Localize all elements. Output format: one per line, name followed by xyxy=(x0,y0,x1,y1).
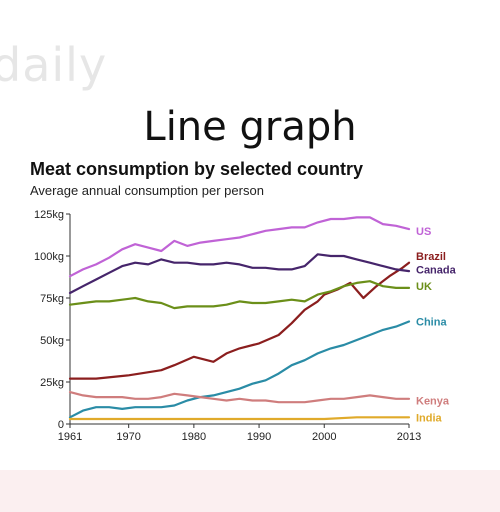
series-line-china xyxy=(68,320,411,419)
footer-band xyxy=(0,470,500,512)
series-label-canada: Canada xyxy=(416,264,457,276)
series-label-india: India xyxy=(416,412,443,424)
series-line-india xyxy=(68,416,411,421)
series-line-brazil xyxy=(68,261,411,380)
series-label-china: China xyxy=(416,317,447,329)
series-line-us xyxy=(68,216,411,278)
series-label-uk: UK xyxy=(416,281,432,293)
chart-series-lines xyxy=(68,216,411,421)
brand-logo-text: daily xyxy=(0,38,108,92)
series-label-us: US xyxy=(416,226,431,238)
page-headline: Line graph xyxy=(143,104,357,150)
series-label-brazil: Brazil xyxy=(416,251,446,263)
y-tick-label: 100kg xyxy=(34,251,64,263)
chart-subtitle: Average annual consumption per person xyxy=(30,183,264,198)
series-line-canada xyxy=(68,253,411,295)
series-line-uk xyxy=(68,280,411,310)
chart-axes: 0 25kg 50kg 75kg 100kg 125kg 1961 1970 1980 1990 2… xyxy=(34,209,421,443)
x-tick-label: 2013 xyxy=(397,431,421,443)
series-line-kenya xyxy=(68,391,411,404)
y-tick-label: 50kg xyxy=(40,335,64,347)
x-tick-label: 1961 xyxy=(58,431,82,443)
y-tick-label: 75kg xyxy=(40,293,64,305)
line-chart: 0 25kg 50kg 75kg 100kg 125kg 1961 1970 1980 1990 2… xyxy=(34,209,457,443)
x-tick-label: 1980 xyxy=(182,431,206,443)
x-tick-label: 1990 xyxy=(247,431,271,443)
chart-title: Meat consumption by selected country xyxy=(30,159,364,179)
y-tick-label: 25kg xyxy=(40,377,64,389)
x-tick-label: 2000 xyxy=(312,431,336,443)
series-label-kenya: Kenya xyxy=(416,395,450,407)
y-tick-label: 0 xyxy=(58,419,64,431)
y-tick-label: 125kg xyxy=(34,209,64,221)
x-tick-label: 1970 xyxy=(116,431,140,443)
